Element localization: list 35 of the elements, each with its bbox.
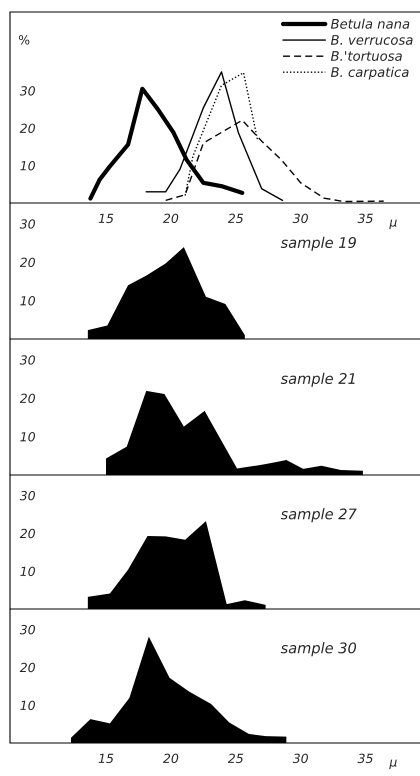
y-tick-label: 30 [20,86,35,96]
x-tick-label: 30 [292,214,308,224]
y-tick-label: 20 [20,528,35,538]
x-tick-label: 35 [358,754,373,764]
legend-label: B. carpatica [330,66,409,80]
legend-label: B. verrucosa [330,35,413,45]
legend-label: B.'tortuosa [330,51,402,61]
y-axis-title: % [18,35,30,45]
text: sample 21 [280,372,355,387]
y-tick-label: 10 [20,161,35,170]
text: sample 19 [280,236,356,251]
y-tick-label: 10 [20,700,35,710]
y-tick-label: 10 [20,566,35,576]
y-tick-label: 20 [20,394,35,404]
x-tick-label: 20 [162,754,178,764]
y-tick-label: 30 [20,355,35,365]
y-tick-label: 30 [20,624,35,634]
x-tick-label: 35 [358,214,373,224]
legend-label: Betula nana [330,18,410,29]
x-tick-label: 25 [228,754,244,764]
y-tick-label: 20 [20,662,35,672]
y-tick-label: 20 [20,124,35,134]
y-tick-label: 30 [20,490,35,500]
x-tick-label: 15 [98,214,114,224]
x-axis-title: μ [389,760,397,770]
x-axis-title: μ [389,220,397,230]
x-tick-label: 15 [98,754,114,764]
y-tick-label: 20 [20,258,35,268]
x-tick-label: 20 [162,214,178,224]
y-tick-label: 10 [20,432,35,442]
x-tick-label: 30 [292,754,308,764]
x-tick-label: 25 [228,214,244,224]
y-tick-label: 10 [20,296,35,306]
text: sample 27 [280,508,357,522]
text: sample 30 [280,642,356,656]
